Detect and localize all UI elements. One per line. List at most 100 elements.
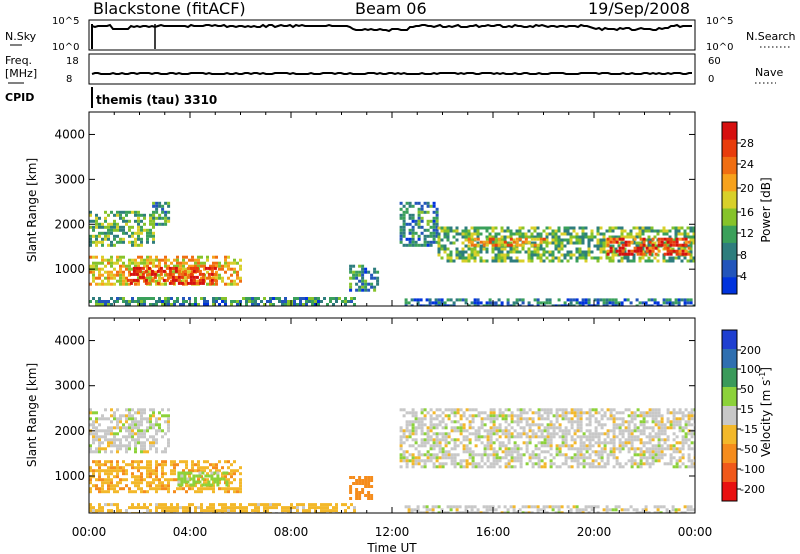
heat-cell xyxy=(98,231,101,235)
heat-cell xyxy=(498,456,502,460)
heat-cell xyxy=(522,417,526,421)
heat-cell xyxy=(476,511,480,513)
heat-cell xyxy=(596,238,600,242)
heat-cell xyxy=(668,301,672,305)
heat-cell xyxy=(500,240,504,244)
heat-cell xyxy=(170,303,173,306)
heat-cell xyxy=(501,432,505,436)
heat-cell xyxy=(575,256,579,260)
heat-cell xyxy=(134,231,137,235)
heat-cell xyxy=(521,235,525,239)
x-tick-label: 08:00 xyxy=(274,525,309,539)
heat-cell xyxy=(627,252,631,256)
heat-cell xyxy=(606,243,610,247)
heat-cell xyxy=(98,487,101,491)
heat-cell xyxy=(609,237,613,241)
heat-cell xyxy=(468,441,472,445)
heat-cell xyxy=(566,259,570,263)
heat-cell xyxy=(641,511,645,513)
heat-cell xyxy=(364,279,368,283)
heat-cell xyxy=(107,478,110,482)
heat-cell xyxy=(98,444,101,448)
heat-cell xyxy=(405,429,409,433)
heat-cell xyxy=(591,414,595,418)
heat-cell xyxy=(657,411,661,415)
heat-cell xyxy=(627,426,631,430)
heat-cell xyxy=(248,503,251,507)
heat-cell xyxy=(672,249,676,253)
heat-cell xyxy=(476,250,480,254)
heat-cell xyxy=(509,304,513,306)
heat-cell xyxy=(689,253,693,257)
heat-cell xyxy=(570,456,574,460)
heat-cell xyxy=(122,435,125,439)
heat-cell xyxy=(164,450,167,454)
heat-cell xyxy=(435,216,439,220)
heat-cell xyxy=(227,509,230,513)
heat-cell xyxy=(449,253,453,257)
heat-cell xyxy=(174,275,178,279)
heat-cell xyxy=(663,441,667,445)
heat-cell xyxy=(134,481,137,485)
heat-cell xyxy=(588,465,592,469)
power-colorbar-tick-label: 20 xyxy=(740,182,754,195)
heat-cell xyxy=(405,201,409,205)
heat-cell xyxy=(639,414,643,418)
heat-cell xyxy=(627,249,631,253)
heat-cell xyxy=(164,273,167,277)
heat-cell xyxy=(134,213,137,217)
heat-cell xyxy=(134,282,137,286)
heat-cell xyxy=(411,234,415,238)
heat-cell xyxy=(170,472,173,476)
heat-cell xyxy=(183,480,187,484)
heat-cell xyxy=(612,438,616,442)
heat-cell xyxy=(423,423,427,427)
heat-cell xyxy=(323,297,326,300)
heat-cell xyxy=(143,417,146,421)
heat-cell xyxy=(128,225,131,229)
heat-cell xyxy=(515,250,519,254)
heat-cell xyxy=(98,475,101,479)
heat-cell xyxy=(206,282,209,286)
heat-cell xyxy=(489,417,493,421)
heat-cell xyxy=(470,240,474,244)
heat-cell xyxy=(527,505,531,509)
heat-cell xyxy=(654,447,658,451)
heat-cell xyxy=(128,423,131,427)
heat-cell xyxy=(131,261,134,265)
heat-cell xyxy=(503,247,507,251)
heat-cell xyxy=(417,426,421,430)
heat-cell xyxy=(644,304,648,306)
heat-cell xyxy=(686,250,690,254)
heat-cell xyxy=(464,238,468,242)
heat-cell xyxy=(116,432,119,436)
heat-cell xyxy=(662,232,666,236)
heat-cell xyxy=(131,435,134,439)
heat-cell xyxy=(221,276,224,280)
heat-cell xyxy=(609,453,613,457)
heat-cell xyxy=(191,463,194,467)
heat-cell xyxy=(156,281,160,285)
heat-cell xyxy=(690,465,694,469)
heat-cell xyxy=(143,411,146,415)
heat-cell xyxy=(483,453,487,457)
power-colorbar-tick-label: 8 xyxy=(740,249,747,262)
heat-cell xyxy=(614,226,618,230)
heat-cell xyxy=(678,465,682,469)
heat-cell xyxy=(308,297,311,300)
heat-cell xyxy=(660,417,664,421)
heat-cell xyxy=(432,462,436,466)
heat-cell xyxy=(161,258,164,262)
heat-cell xyxy=(224,487,227,491)
heat-cell xyxy=(588,432,592,436)
heat-cell xyxy=(344,509,347,513)
heat-cell xyxy=(692,304,695,306)
heat-cell xyxy=(227,466,230,470)
heat-cell xyxy=(361,270,365,274)
heat-cell xyxy=(497,256,501,260)
heat-cell xyxy=(575,247,579,251)
heat-cell xyxy=(143,408,146,412)
heat-cell xyxy=(204,483,208,487)
heat-cell xyxy=(251,303,254,306)
heat-cell xyxy=(188,264,191,268)
